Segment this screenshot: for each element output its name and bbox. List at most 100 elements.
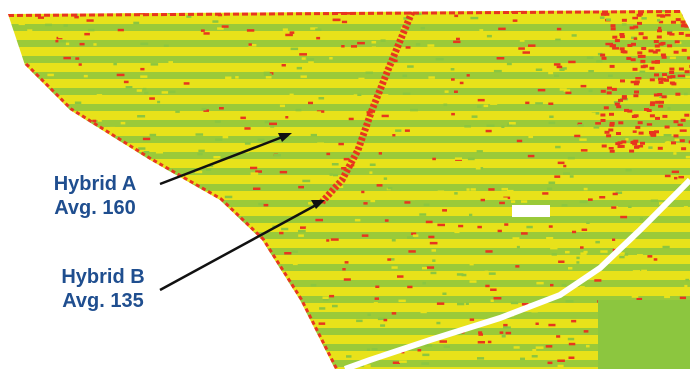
yield-speckle xyxy=(318,97,325,100)
yield-speckle xyxy=(618,252,625,255)
yield-speckle xyxy=(611,87,617,91)
yield-speckle xyxy=(305,227,314,230)
yield-speckle xyxy=(685,278,690,282)
yield-speckle xyxy=(677,74,686,78)
yield-speckle xyxy=(257,138,265,142)
yield-speckle xyxy=(79,85,84,88)
yield-speckle xyxy=(466,74,470,77)
yield-speckle xyxy=(247,359,256,362)
yield-speckle xyxy=(459,81,464,85)
yield-speckle xyxy=(231,305,239,308)
yield-speckle xyxy=(615,142,621,146)
yield-speckle xyxy=(684,10,690,14)
yield-speckle xyxy=(481,19,487,23)
yield-speckle xyxy=(444,90,449,93)
yield-speckle xyxy=(432,157,436,161)
yield-speckle xyxy=(619,47,625,51)
yield-speckle xyxy=(84,32,90,36)
yield-speckle xyxy=(47,73,54,77)
yield-speckle xyxy=(439,6,443,9)
yield-speckle xyxy=(0,270,4,273)
yield-speckle xyxy=(612,47,620,50)
yield-speckle xyxy=(371,348,378,351)
yield-speckle xyxy=(279,104,285,108)
yield-speckle xyxy=(601,144,607,148)
yield-speckle xyxy=(451,78,455,81)
yield-speckle xyxy=(660,14,666,18)
yield-speckle xyxy=(159,186,168,189)
yield-speckle xyxy=(547,361,553,365)
yield-speckle xyxy=(26,105,31,109)
yield-speckle xyxy=(531,309,538,313)
yield-speckle xyxy=(255,116,259,119)
yield-speckle xyxy=(546,187,553,190)
yield-band xyxy=(8,24,690,31)
yield-speckle xyxy=(11,343,16,346)
yield-speckle xyxy=(669,81,675,85)
yield-speckle xyxy=(63,234,69,237)
yield-speckle xyxy=(268,128,273,131)
yield-speckle xyxy=(97,119,102,122)
yield-speckle xyxy=(149,97,155,100)
yield-speckle xyxy=(521,200,528,203)
yield-speckle xyxy=(310,133,317,137)
yield-speckle xyxy=(171,316,177,319)
yield-speckle xyxy=(39,143,44,146)
yield-speckle xyxy=(624,253,629,256)
yield-speckle xyxy=(483,193,489,197)
yield-speckle xyxy=(485,284,490,288)
yield-speckle xyxy=(470,188,476,191)
yield-speckle xyxy=(152,236,156,239)
yield-speckle xyxy=(15,268,20,272)
yield-speckle xyxy=(548,121,556,125)
yield-speckle xyxy=(512,237,520,240)
yield-speckle xyxy=(684,113,690,117)
yield-speckle xyxy=(225,284,234,287)
yield-speckle xyxy=(414,146,420,149)
yield-speckle xyxy=(269,303,275,306)
yield-speckle xyxy=(654,130,659,134)
yield-speckle xyxy=(634,80,640,84)
yield-speckle xyxy=(483,104,489,108)
yield-speckle xyxy=(149,133,157,137)
yield-speckle xyxy=(317,3,322,6)
yield-speckle xyxy=(633,82,639,86)
yield-speckle xyxy=(9,304,17,307)
yield-speckle xyxy=(510,165,514,168)
yield-speckle xyxy=(0,340,4,343)
yield-band xyxy=(8,264,690,271)
yield-speckle xyxy=(441,228,447,231)
yield-speckle xyxy=(387,258,392,261)
yield-speckle xyxy=(65,42,70,46)
yield-speckle xyxy=(612,35,618,39)
yield-speckle xyxy=(245,326,249,329)
yield-speckle xyxy=(79,157,83,160)
yield-speckle xyxy=(142,87,147,91)
yield-speckle xyxy=(640,4,646,7)
yield-speckle xyxy=(684,24,690,28)
yield-speckle xyxy=(499,331,504,334)
yield-speckle xyxy=(548,71,554,75)
yield-speckle xyxy=(350,163,355,167)
yield-speckle xyxy=(371,46,376,49)
yield-speckle xyxy=(528,135,533,139)
yield-speckle xyxy=(451,112,455,116)
yield-speckle xyxy=(669,160,674,163)
yield-speckle xyxy=(633,139,639,143)
yield-speckle xyxy=(673,63,678,67)
yield-speckle xyxy=(319,307,326,310)
yield-speckle xyxy=(604,12,610,16)
yield-speckle xyxy=(450,68,455,71)
yield-band xyxy=(8,312,690,319)
yield-speckle xyxy=(258,202,264,206)
yield-speckle xyxy=(477,225,482,229)
yield-speckle xyxy=(83,74,88,78)
yield-speckle xyxy=(282,28,288,31)
yield-speckle xyxy=(58,35,66,39)
yield-band xyxy=(8,232,690,239)
bare-spot xyxy=(512,205,550,217)
yield-speckle xyxy=(141,357,147,360)
yield-speckle xyxy=(661,95,667,99)
yield-speckle xyxy=(664,141,672,145)
yield-speckle xyxy=(185,352,192,355)
